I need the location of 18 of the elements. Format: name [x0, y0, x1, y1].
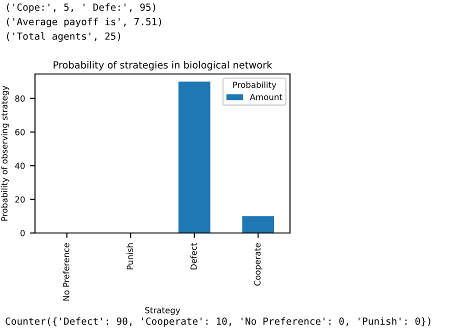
text: ('Average payoff is', 7.51)	[7, 18, 162, 28]
chart-title: Probability of strategies in biological network	[54, 61, 272, 70]
legend-label: Amount	[250, 94, 282, 100]
y-tick-label: 0	[20, 230, 25, 236]
x-tick-label: Punish	[126, 243, 134, 270]
x-tick-label: Defect	[190, 242, 197, 270]
y-tick-label: 60	[15, 129, 25, 136]
legend-title: Probability	[233, 82, 276, 90]
x-axis-title: Strategy	[145, 307, 180, 315]
y-tick-label: 40	[15, 162, 25, 169]
y-tick-label: 80	[15, 95, 25, 102]
x-tick-label: Cooperate	[254, 243, 262, 286]
y-tick-label: 20	[15, 196, 25, 203]
y-axis-title: Probability of observing strategy	[1, 86, 10, 221]
text: Counter({'Defect': 90, 'Cooperate': 10, 'No Preference': 0, 'Punish': 0})	[6, 317, 430, 327]
text: ('Cope:', 5, ' Defe:', 95)	[7, 3, 156, 13]
x-tick-label: No Preference	[62, 243, 70, 301]
text: ('Total agents', 25)	[7, 32, 120, 42]
